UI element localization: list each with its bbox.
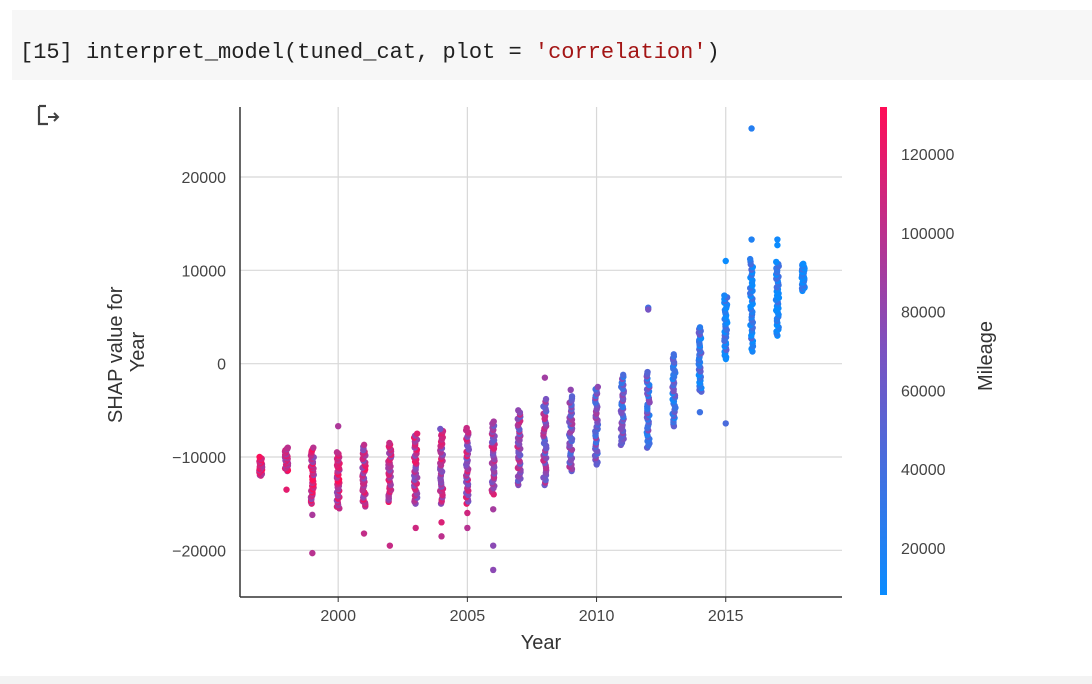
colorbar-tick-label: 120000 bbox=[901, 147, 954, 164]
data-point bbox=[594, 383, 602, 391]
data-point bbox=[437, 425, 444, 433]
axes bbox=[239, 107, 842, 598]
data-point bbox=[619, 371, 627, 379]
execution-count: [15] bbox=[20, 40, 73, 65]
data-point bbox=[360, 441, 368, 449]
data-point bbox=[568, 393, 576, 400]
data-point-outlier bbox=[386, 542, 394, 549]
data-point-outlier bbox=[645, 306, 652, 313]
x-tick-label: 2000 bbox=[320, 608, 356, 625]
data-point-outlier bbox=[464, 524, 471, 532]
code-text: interpret_model(tuned_cat, plot = bbox=[86, 40, 535, 65]
y-axis-label-line1: SHAP value for bbox=[105, 286, 127, 423]
output-arrow-icon[interactable] bbox=[36, 104, 64, 128]
data-point-outlier bbox=[774, 241, 781, 249]
x-tick-label: 2005 bbox=[450, 608, 486, 625]
output-bottom-border bbox=[0, 676, 1092, 684]
code-line[interactable]: [15] interpret_model(tuned_cat, plot = '… bbox=[20, 40, 720, 65]
data-point bbox=[256, 453, 263, 461]
colorbar-tick-label: 60000 bbox=[901, 383, 946, 400]
data-point bbox=[746, 255, 754, 263]
data-point-outlier bbox=[334, 423, 342, 430]
data-point-outlier bbox=[438, 519, 445, 526]
data-point bbox=[490, 418, 497, 425]
data-point bbox=[413, 430, 421, 437]
colorbar-tick-label: 20000 bbox=[901, 541, 946, 558]
y-tick-label: −20000 bbox=[172, 543, 226, 560]
data-point-outlier bbox=[774, 236, 781, 243]
y-axis-label: SHAP value for Year bbox=[105, 281, 149, 423]
data-point-outlier bbox=[490, 566, 497, 574]
x-tick-label: 2010 bbox=[579, 608, 615, 625]
y-tick-label: 10000 bbox=[182, 263, 227, 280]
colorbar-label: Mileage bbox=[975, 321, 997, 391]
data-point bbox=[800, 260, 807, 267]
data-point bbox=[333, 449, 341, 456]
y-axis-label-line2: Year bbox=[127, 331, 149, 372]
data-point-outlier bbox=[464, 509, 471, 517]
data-point-outlier bbox=[309, 549, 316, 557]
colorbar-tick-label: 40000 bbox=[901, 462, 946, 479]
colorbar-tick-label: 100000 bbox=[901, 226, 954, 243]
data-point bbox=[310, 444, 317, 451]
data-point-outlier bbox=[490, 542, 497, 549]
code-string-literal: 'correlation' bbox=[534, 40, 707, 65]
data-point-outlier bbox=[722, 257, 729, 265]
data-point-outlier bbox=[748, 125, 755, 132]
y-tick-label: 20000 bbox=[182, 170, 227, 187]
y-tick-label: −10000 bbox=[172, 450, 226, 467]
data-point bbox=[721, 292, 728, 299]
colorbar-tick-label: 80000 bbox=[901, 305, 946, 322]
data-point-outlier bbox=[696, 409, 704, 416]
data-point-outlier bbox=[360, 530, 368, 537]
data-point bbox=[515, 407, 522, 414]
data-point bbox=[386, 439, 393, 447]
data-point-outlier bbox=[541, 374, 549, 381]
colorbar-ticks: 20000 40000 60000 80000 100000 120000 bbox=[901, 147, 954, 558]
x-tick-label: 2015 bbox=[708, 608, 744, 625]
data-point-outlier bbox=[567, 386, 574, 393]
scatter-points bbox=[256, 125, 808, 574]
data-point-outlier bbox=[309, 511, 316, 519]
grid-lines bbox=[240, 107, 842, 597]
data-point bbox=[772, 258, 780, 266]
data-point-outlier bbox=[490, 506, 497, 513]
data-point bbox=[644, 368, 651, 376]
data-point-outlier bbox=[722, 420, 729, 427]
colorbar bbox=[880, 107, 887, 595]
y-tick-label: 0 bbox=[217, 357, 226, 374]
data-point-outlier bbox=[438, 533, 445, 540]
data-point bbox=[670, 351, 677, 358]
data-point bbox=[542, 395, 550, 403]
data-point bbox=[696, 324, 704, 331]
data-point-outlier bbox=[412, 524, 419, 532]
data-point-outlier bbox=[283, 486, 290, 493]
data-point bbox=[284, 444, 291, 451]
tick-labels: 2000 2005 2010 2015 −20000 −10000 0 10000 20000 bbox=[172, 170, 743, 625]
data-point bbox=[463, 424, 470, 432]
data-point-outlier bbox=[748, 236, 755, 243]
code-text-end: ) bbox=[706, 40, 720, 65]
code-cell-input[interactable]: [15] interpret_model(tuned_cat, plot = '… bbox=[12, 10, 1092, 80]
x-axis-label: Year bbox=[521, 632, 562, 654]
